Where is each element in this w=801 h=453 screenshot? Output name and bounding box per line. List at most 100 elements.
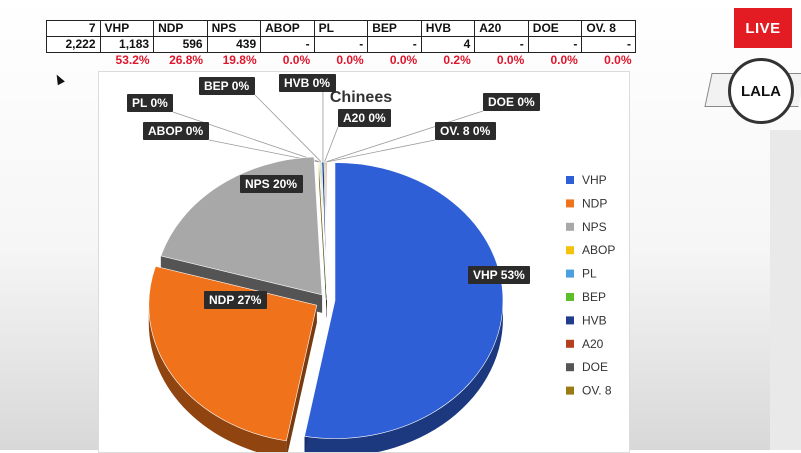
data-label-box	[435, 122, 496, 140]
data-label-pl: PL 0%	[127, 94, 173, 112]
table-counts-row: 2,222 1,183 596 439 - - - 4 - - -	[46, 36, 636, 53]
table-cell	[47, 53, 101, 69]
data-label-vhp: VHP 53%	[468, 266, 530, 284]
pie-chart: Chinees VHP 53% NDP 27% NPS 20% ABOP 0% PL 0%…	[127, 74, 615, 452]
slice-side-vhp	[304, 300, 503, 452]
legend-label: DOE	[582, 360, 608, 374]
table-cell: -	[260, 36, 315, 53]
table-cell: 7	[46, 20, 101, 37]
legend-label: ABOP	[582, 243, 615, 257]
data-label-ndp: NDP 27%	[204, 291, 267, 309]
data-label-text: NDP 27%	[209, 293, 262, 307]
legend-swatch	[566, 363, 574, 372]
data-label-text: BEP 0%	[204, 79, 249, 93]
mouse-cursor-icon	[53, 72, 65, 86]
data-label-text: ABOP 0%	[148, 124, 203, 138]
table-cell: 1,183	[99, 36, 155, 53]
table-cell: ABOP	[260, 20, 315, 37]
table-cell: NDP	[153, 20, 208, 37]
leader-line	[326, 139, 436, 163]
legend-swatch	[566, 199, 574, 208]
data-label-bep: BEP 0%	[199, 77, 255, 95]
legend-swatch	[566, 386, 574, 395]
table-cell: 0.0%	[550, 53, 578, 67]
data-label-text: HVB 0%	[284, 76, 330, 90]
table-cell: 0.0%	[282, 53, 311, 67]
data-label-box	[240, 175, 303, 193]
data-label-a20: A20 0%	[338, 109, 391, 127]
slice-ov-8	[325, 161, 328, 301]
data-label-abop: ABOP 0%	[143, 122, 209, 140]
table-cell: 0.0%	[336, 53, 364, 67]
table-cell: A20	[474, 20, 529, 37]
legend-label: NDP	[582, 196, 607, 210]
table-cell: 0.0%	[604, 53, 632, 67]
legend-label: VHP	[582, 173, 607, 187]
table-percent-row: 53.2% 26.8% 19.8% 0.0% 0.0% 0.0% 0.2% 0.…	[47, 53, 636, 69]
table-cell: OV. 8	[581, 20, 636, 37]
slice-side-ndp	[148, 305, 287, 452]
table-cell: 2,222	[46, 36, 101, 53]
data-label-box	[338, 109, 391, 127]
data-label-text: A20 0%	[343, 111, 386, 125]
table-cell: 4	[420, 36, 476, 53]
data-label-box	[279, 74, 336, 92]
table-cell: -	[313, 36, 369, 53]
data-label-box	[204, 291, 267, 309]
data-label-box	[483, 93, 540, 111]
table-cell: BEP	[367, 20, 422, 37]
table-cell: 0.0%	[496, 53, 525, 67]
legend-swatch	[566, 269, 574, 278]
slice-vhp	[304, 162, 504, 439]
data-label-doe: DOE 0%	[483, 93, 540, 111]
data-label-text: OV. 8 0%	[440, 124, 491, 138]
data-label-nps: NPS 20%	[240, 175, 303, 193]
legend-label: NPS	[582, 220, 607, 234]
slice-ndp	[148, 265, 318, 442]
table-cell: 19.8%	[222, 53, 257, 67]
table-cell: VHP	[99, 20, 155, 37]
data-label-box	[143, 122, 209, 140]
legend-swatch	[566, 316, 574, 325]
live-badge: LIVE	[734, 8, 792, 48]
leader-line	[324, 126, 339, 163]
table-cell: 439	[206, 36, 262, 53]
table-cell: -	[581, 36, 636, 53]
data-label-text: DOE 0%	[488, 95, 535, 109]
legend-label: HVB	[582, 313, 607, 327]
table-cell: -	[527, 36, 583, 53]
results-table: 7 VHP NDP NPS ABOP PL BEP HVB A20 DOE OV…	[46, 20, 636, 68]
table-cell: 53.2%	[115, 53, 150, 67]
chart-panel: Chinees VHP 53% NDP 27% NPS 20% ABOP 0% PL 0%…	[98, 71, 630, 453]
legend-swatch	[566, 293, 574, 301]
table-cell: 26.8%	[169, 53, 204, 67]
data-label-text: NPS 20%	[245, 177, 297, 191]
data-label-hvb: HVB 0%	[279, 74, 336, 92]
legend-swatch	[566, 176, 574, 184]
data-label-ov-8: OV. 8 0%	[435, 122, 496, 140]
leader-line	[254, 94, 322, 163]
table-cell: 596	[153, 36, 208, 53]
legend-label: OV. 8	[582, 384, 612, 398]
legend-swatch	[566, 339, 574, 348]
background-strip	[770, 130, 801, 450]
legend-label: BEP	[582, 290, 606, 304]
table-cell: 0.0%	[389, 53, 418, 67]
table-cell: PL	[313, 20, 369, 37]
lala-logo: LALA	[728, 58, 794, 124]
table-cell: NPS	[206, 20, 262, 37]
data-label-box	[468, 266, 530, 284]
table-cell: HVB	[420, 20, 476, 37]
leader-line	[172, 111, 321, 163]
table-cell: 0.2%	[443, 53, 471, 67]
leader-line	[325, 110, 484, 163]
data-label-box	[199, 77, 255, 95]
data-label-box	[127, 94, 173, 112]
legend-swatch	[566, 246, 574, 255]
slice-edge	[286, 305, 317, 452]
legend-swatch	[566, 222, 574, 231]
data-label-text: VHP 53%	[473, 268, 525, 282]
table-header-row: 7 VHP NDP NPS ABOP PL BEP HVB A20 DOE OV…	[46, 20, 636, 37]
table-cell: -	[474, 36, 529, 53]
chart-title: Chinees	[330, 89, 392, 106]
